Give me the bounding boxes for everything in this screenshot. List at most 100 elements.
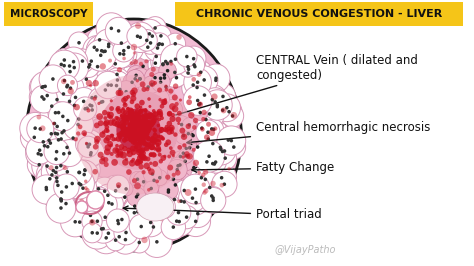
Circle shape xyxy=(217,126,246,155)
Circle shape xyxy=(126,169,132,175)
Circle shape xyxy=(96,190,121,215)
Circle shape xyxy=(82,187,113,218)
Circle shape xyxy=(135,122,141,128)
Circle shape xyxy=(165,139,171,145)
Circle shape xyxy=(135,124,141,130)
Circle shape xyxy=(147,97,151,101)
Circle shape xyxy=(202,90,232,120)
Circle shape xyxy=(84,186,88,190)
Circle shape xyxy=(131,158,135,161)
Circle shape xyxy=(208,112,211,116)
Circle shape xyxy=(165,174,170,180)
Circle shape xyxy=(209,136,232,159)
Circle shape xyxy=(132,119,136,122)
Circle shape xyxy=(147,188,151,192)
Circle shape xyxy=(99,158,105,164)
Circle shape xyxy=(208,186,211,189)
Circle shape xyxy=(150,83,154,86)
Circle shape xyxy=(139,137,146,143)
Circle shape xyxy=(77,171,81,174)
Circle shape xyxy=(140,134,143,137)
Circle shape xyxy=(110,41,137,68)
Circle shape xyxy=(170,155,190,175)
Circle shape xyxy=(146,156,150,161)
Circle shape xyxy=(157,117,161,121)
Circle shape xyxy=(192,57,195,60)
Circle shape xyxy=(153,132,157,136)
Circle shape xyxy=(135,34,161,60)
Circle shape xyxy=(137,122,144,128)
Circle shape xyxy=(205,133,237,165)
Circle shape xyxy=(82,217,113,249)
Circle shape xyxy=(140,130,144,134)
Circle shape xyxy=(148,144,155,150)
Circle shape xyxy=(140,135,144,139)
Circle shape xyxy=(147,130,150,133)
Circle shape xyxy=(220,176,223,180)
Circle shape xyxy=(138,77,158,97)
Circle shape xyxy=(123,130,128,135)
Circle shape xyxy=(173,143,193,163)
Circle shape xyxy=(135,127,138,130)
Circle shape xyxy=(102,110,108,115)
Circle shape xyxy=(212,99,234,121)
Circle shape xyxy=(173,183,177,187)
Circle shape xyxy=(62,152,65,156)
Circle shape xyxy=(138,154,144,159)
Circle shape xyxy=(130,125,135,130)
Circle shape xyxy=(29,84,55,110)
Circle shape xyxy=(41,110,68,137)
Circle shape xyxy=(42,152,72,183)
Circle shape xyxy=(166,69,169,73)
Circle shape xyxy=(214,140,236,162)
Circle shape xyxy=(154,61,157,65)
Circle shape xyxy=(133,123,138,129)
Circle shape xyxy=(132,130,138,136)
Circle shape xyxy=(210,98,214,102)
Circle shape xyxy=(143,128,147,132)
Circle shape xyxy=(60,53,89,82)
Circle shape xyxy=(144,128,149,133)
Circle shape xyxy=(139,100,145,106)
Circle shape xyxy=(43,160,64,181)
Circle shape xyxy=(213,100,217,104)
Circle shape xyxy=(223,149,226,153)
Circle shape xyxy=(95,71,121,99)
Circle shape xyxy=(129,232,150,253)
Circle shape xyxy=(147,113,154,120)
Circle shape xyxy=(183,86,212,115)
Circle shape xyxy=(148,203,173,229)
Circle shape xyxy=(83,168,87,172)
Circle shape xyxy=(82,130,87,136)
Circle shape xyxy=(109,27,113,30)
Circle shape xyxy=(20,113,51,144)
Circle shape xyxy=(141,237,148,243)
Circle shape xyxy=(119,133,123,137)
Circle shape xyxy=(206,122,211,127)
Circle shape xyxy=(104,128,109,133)
Circle shape xyxy=(130,99,134,104)
Circle shape xyxy=(112,147,119,154)
Circle shape xyxy=(137,141,141,146)
Circle shape xyxy=(135,19,164,48)
Circle shape xyxy=(78,124,82,129)
Circle shape xyxy=(56,132,59,136)
Circle shape xyxy=(145,67,165,89)
Circle shape xyxy=(130,149,137,155)
Circle shape xyxy=(213,162,216,166)
Circle shape xyxy=(187,153,193,160)
Circle shape xyxy=(134,133,137,137)
Circle shape xyxy=(89,214,118,243)
Circle shape xyxy=(136,128,140,132)
Circle shape xyxy=(139,123,143,127)
Circle shape xyxy=(155,55,158,58)
Circle shape xyxy=(93,97,97,101)
Circle shape xyxy=(65,146,69,149)
Circle shape xyxy=(136,126,139,130)
Circle shape xyxy=(184,68,211,96)
Circle shape xyxy=(91,222,122,254)
Circle shape xyxy=(146,128,151,133)
Circle shape xyxy=(138,111,141,115)
Circle shape xyxy=(31,145,51,165)
Circle shape xyxy=(148,32,151,36)
